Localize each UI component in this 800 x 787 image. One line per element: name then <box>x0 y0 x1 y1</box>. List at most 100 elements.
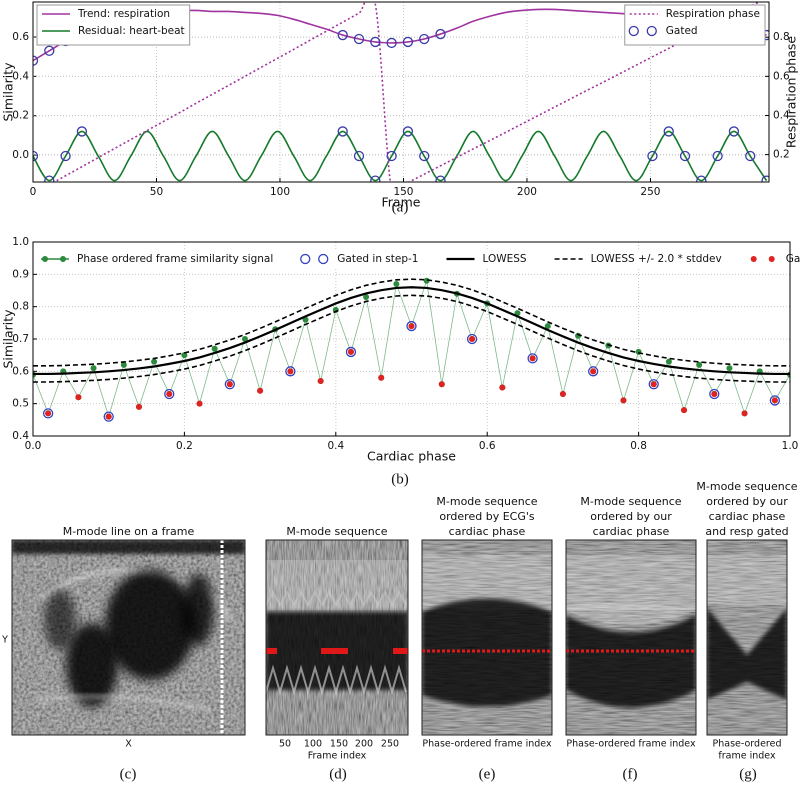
marker-dot <box>211 345 218 352</box>
panel-frame <box>265 539 409 736</box>
y2-tick-label: 0.2 <box>773 149 790 161</box>
marker-dot <box>590 368 597 375</box>
x-tick-label: 50 <box>279 739 291 750</box>
marker-dot <box>181 352 188 359</box>
marker-dot <box>151 358 158 365</box>
marker-ring <box>647 150 658 162</box>
marker-ring <box>33 55 39 66</box>
series-line <box>33 278 790 367</box>
panel-title: M-mode sequence <box>286 525 387 538</box>
marker-ring <box>709 388 720 400</box>
x-tick-label: 1.0 <box>782 440 799 452</box>
marker-ring <box>419 150 430 162</box>
y-tick-label: 0.9 <box>12 268 29 280</box>
marker-dot <box>726 365 733 372</box>
marker-ring <box>337 126 348 137</box>
marker-ring <box>435 175 446 182</box>
marker-ring <box>588 366 599 377</box>
legend-label: LOWESS <box>483 253 527 265</box>
panel-title: M-mode sequence <box>696 480 797 493</box>
marker-ring <box>663 126 674 137</box>
marker-ring <box>527 353 538 364</box>
marker-dot <box>42 256 48 262</box>
x-axis-label: frame index <box>718 751 776 762</box>
marker-dot <box>768 256 775 262</box>
marker-ring <box>60 150 71 162</box>
marker-dot <box>135 403 142 410</box>
y-tick-label: 0.7 <box>12 333 29 345</box>
marker-ring <box>728 126 740 137</box>
marker-dot <box>60 256 66 262</box>
echo-wave <box>266 589 407 608</box>
marker-dot <box>196 400 203 407</box>
chart: 0.0 0.2 0.4 0.6 0.8 1.0 0.4 0.5 0.6 0.7 0.8 0.9 1.0 C… <box>1 236 800 487</box>
legend-label: Gated <box>666 25 698 37</box>
x-axis-label: Phase-ordered <box>713 739 782 750</box>
marker-dot <box>469 336 476 342</box>
marker-ring <box>353 150 365 162</box>
caption: (d) <box>329 766 347 782</box>
marker-ring <box>386 150 397 162</box>
marker-ring <box>285 366 296 377</box>
panel-title: M-mode line on a frame <box>63 525 195 538</box>
x-tick-label: 150 <box>330 739 348 750</box>
legend-box <box>36 4 191 46</box>
marker-dot <box>711 390 718 397</box>
marker-ring <box>370 36 381 48</box>
y2-tick-label: 0.4 <box>773 109 790 121</box>
x-tick-label: 0.0 <box>25 440 42 452</box>
y2-tick-label: 0.8 <box>773 31 790 43</box>
chart: 0 50 100 150 200 250 0.0 0.2 0.4 0.6 0.2 0.4 0.6 0.8 F… <box>1 1 799 215</box>
y-tick-label: 1.0 <box>12 236 29 248</box>
x-tick-label: 0 <box>30 186 37 198</box>
marker-ring <box>33 150 39 162</box>
marker-dot <box>166 390 173 397</box>
image-frame <box>12 540 245 735</box>
marker-dot <box>257 387 264 394</box>
x-tick-label: 0.2 <box>176 440 193 452</box>
y-tick-label: 0.4 <box>12 430 29 442</box>
plot-area <box>33 277 790 422</box>
marker-dot <box>120 361 127 368</box>
marker-dot <box>544 323 551 330</box>
x-tick-label: 0.6 <box>479 440 496 452</box>
caption: (e) <box>479 766 496 782</box>
marker-dot <box>105 413 112 420</box>
series-line <box>52 2 761 182</box>
y-tick-label: 0.6 <box>12 365 29 377</box>
x-axis-label: Frame <box>382 195 421 210</box>
legend-label: Residual: heart-beat <box>78 25 185 37</box>
marker-ring <box>353 33 365 45</box>
panel-frame <box>565 539 697 736</box>
marker-dot <box>45 410 52 417</box>
y-axis-label: Y <box>1 635 8 646</box>
marker-ring <box>164 388 175 400</box>
caption: (f) <box>623 766 638 782</box>
y-tick-label: 0.4 <box>12 70 29 82</box>
marker-ring <box>646 25 657 37</box>
marker-dot <box>696 361 703 368</box>
panel-title: M-mode sequence <box>580 495 681 508</box>
marker-ring <box>337 29 348 41</box>
marker-dot <box>393 281 400 288</box>
marker-dot <box>363 293 370 300</box>
marker-dot <box>438 381 445 388</box>
caption: (c) <box>120 766 137 782</box>
marker-ring <box>44 175 55 182</box>
marker-dot <box>499 384 506 391</box>
marker-ring <box>402 36 414 48</box>
marker-ring <box>466 333 478 345</box>
marker-ring <box>224 379 235 390</box>
x-axis-label: Frame index <box>308 751 367 762</box>
y-axis-label: Similarity <box>1 309 16 369</box>
y-tick-label: 0.2 <box>12 110 29 122</box>
marker-dot <box>75 394 82 401</box>
marker-dot <box>620 397 627 404</box>
panel-title: ordered by ECG's <box>439 510 535 523</box>
marker-ring <box>761 175 769 182</box>
marker-dot <box>529 355 536 362</box>
legend: Trend: respiration Residual: heart-beat <box>36 4 191 46</box>
x-tick-label: 0.4 <box>327 440 344 452</box>
